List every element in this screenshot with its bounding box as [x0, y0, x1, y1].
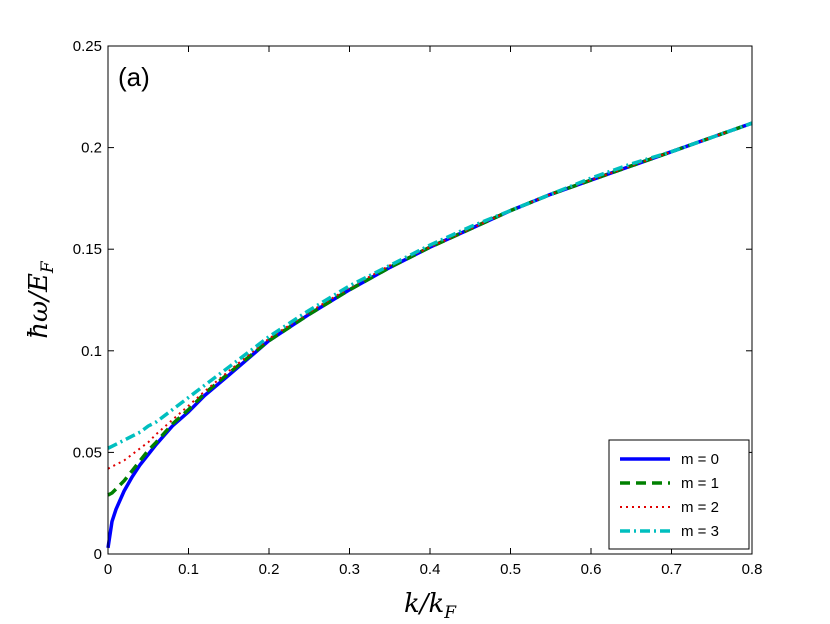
series-layer: [106, 121, 753, 549]
x-tick-label: 0.1: [178, 561, 199, 578]
legend-label-m0: m = 0: [681, 451, 719, 468]
y-tick-label: 0.25: [73, 38, 102, 55]
y-tick-label: 0.2: [81, 140, 102, 157]
x-tick-label: 0.4: [420, 561, 441, 578]
y-tick-label: 0.1: [81, 343, 102, 360]
series-line-m3: [107, 121, 753, 450]
y-axis-label: ħω/EF: [24, 260, 58, 339]
series-line-m1: [107, 121, 753, 497]
x-tick-label: 0.8: [742, 561, 763, 578]
x-tick-label: 0.2: [259, 561, 280, 578]
y-tick-label: 0.15: [73, 241, 102, 258]
legend-label-m3: m = 3: [681, 523, 719, 540]
x-tick-label: 0.7: [661, 561, 682, 578]
panel-label: (a): [118, 62, 150, 92]
y-tick-label: 0.05: [73, 444, 102, 461]
x-axis-label-base: k/k: [404, 589, 444, 619]
x-axis-label: k/kF: [404, 589, 457, 623]
x-tick-label: 0: [104, 561, 112, 578]
x-tick-label: 0.5: [500, 561, 521, 578]
ticks-layer: 0 0.1 0.2 0.3 0.4 0.5 0.6 0.7 0.8 0 0.05 0.1 0.15 0.2…: [73, 38, 763, 578]
y-axis-label-sub: F: [38, 260, 58, 274]
y-tick-label: 0: [94, 546, 102, 563]
legend-entries: m = 0 m = 1 m = 2 m = 3: [620, 451, 719, 540]
legend-label-m1: m = 1: [681, 475, 719, 492]
x-tick-label: 0.6: [581, 561, 602, 578]
x-tick-label: 0.3: [339, 561, 360, 578]
x-axis-label-sub: F: [443, 603, 457, 623]
y-axis-label-base: ħω/E: [24, 273, 54, 339]
legend: m = 0 m = 1 m = 2 m = 3: [608, 439, 750, 550]
legend-label-m2: m = 2: [681, 499, 719, 516]
